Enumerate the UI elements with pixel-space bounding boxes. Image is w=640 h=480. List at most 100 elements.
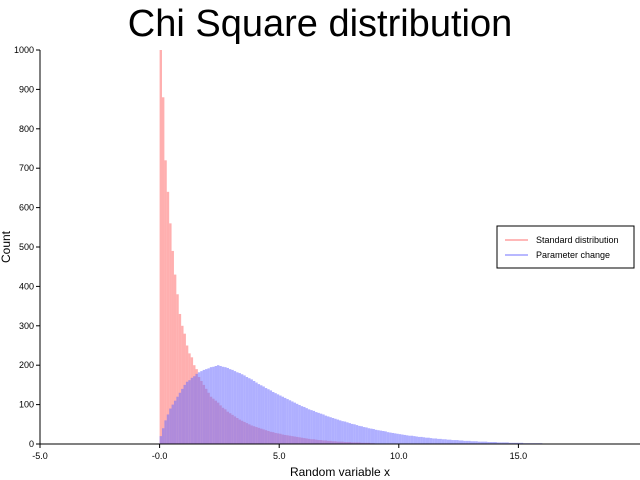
histogram-bar [173, 274, 177, 444]
histogram-bar [185, 381, 189, 444]
histogram-bar [374, 429, 378, 444]
histogram-bar [484, 441, 488, 444]
histogram-bar [207, 368, 210, 444]
histogram-bar [159, 50, 162, 444]
histogram-bar [331, 418, 335, 444]
y-tick-label: 700 [19, 163, 34, 173]
histogram-bar [506, 442, 509, 444]
histogram-bar [173, 400, 177, 444]
histogram-bar [516, 442, 519, 444]
histogram-bar [494, 442, 497, 444]
histogram-bar [214, 365, 218, 444]
histogram-bar [348, 423, 351, 444]
histogram-bar [453, 440, 457, 444]
histogram-bar [415, 436, 418, 444]
histogram-bar [202, 369, 206, 444]
histogram-bar [286, 399, 289, 444]
y-tick-label: 800 [19, 124, 34, 134]
histogram-bar [171, 250, 174, 444]
histogram-bar [315, 412, 318, 444]
histogram-bar [403, 434, 406, 444]
histogram-bar [475, 441, 478, 444]
histogram-bar [391, 432, 395, 444]
histogram-bar [298, 404, 301, 444]
histogram-bar [190, 377, 194, 444]
histogram-bar [164, 420, 167, 444]
histogram-bar [456, 440, 459, 444]
histogram-bar [520, 442, 524, 444]
histogram-bar [233, 371, 237, 444]
x-tick-label: 5.0 [273, 451, 286, 461]
histogram-bar [188, 380, 191, 444]
histogram-bar [336, 419, 339, 444]
histogram-bar [384, 431, 387, 444]
histogram-bar [429, 438, 433, 444]
histogram-bar [240, 374, 244, 444]
histogram-bar [171, 404, 174, 444]
histogram-bar [307, 409, 311, 444]
histogram-bar [339, 420, 342, 444]
y-tick-label: 1000 [14, 45, 34, 55]
histogram-bar [245, 377, 249, 444]
histogram-bar [362, 427, 366, 444]
legend: Standard distribution Parameter change [496, 225, 635, 269]
histogram-bar [401, 434, 404, 444]
histogram-bar [260, 385, 263, 444]
histogram-bar [358, 425, 361, 444]
histogram-bar [209, 367, 213, 444]
histogram-bar [252, 380, 256, 444]
histogram-bar [324, 415, 328, 444]
histogram-bar [295, 403, 299, 444]
histogram-bar [396, 433, 399, 444]
histogram-bar [444, 439, 447, 444]
histogram-bar [365, 427, 368, 444]
histogram-bar [319, 413, 323, 444]
histogram-bar [389, 432, 392, 444]
histogram-bar [405, 435, 409, 444]
histogram-bar [482, 441, 485, 444]
histogram-bar [398, 434, 402, 444]
chart-title: Chi Square distribution [128, 3, 512, 45]
histogram-bar [446, 439, 450, 444]
histogram-bar [422, 437, 426, 444]
x-tick-label: -5.0 [32, 451, 48, 461]
histogram-bar [487, 442, 490, 444]
histogram-bar [212, 366, 215, 444]
histogram-bar [470, 441, 473, 444]
histogram-bar [166, 191, 170, 444]
histogram-bar [219, 365, 222, 444]
histogram-bar [250, 379, 253, 444]
histogram-bar [283, 397, 287, 444]
histogram-bar [386, 432, 390, 444]
y-tick-label: 200 [19, 360, 34, 370]
histogram-bar [178, 392, 182, 444]
histogram-bar [341, 421, 344, 444]
histogram-bar [161, 428, 165, 444]
histogram-bar [408, 435, 411, 444]
histogram-bar [281, 396, 284, 444]
histogram-bar [217, 365, 220, 444]
histogram-bar [350, 423, 354, 444]
histogram-bar [504, 442, 507, 444]
histogram-bar [458, 440, 461, 444]
histogram-bar [317, 412, 320, 444]
histogram-bar [159, 436, 162, 444]
histogram-bar [425, 437, 428, 444]
histogram-bar [183, 384, 186, 444]
histogram-bar [243, 375, 246, 444]
histogram-bar [382, 431, 385, 444]
histogram-bar [161, 97, 165, 444]
histogram-bar [472, 441, 476, 444]
histogram-bar [169, 408, 172, 444]
histogram-bar [312, 410, 316, 444]
histogram-bar [272, 391, 275, 444]
histogram-bar [508, 442, 512, 444]
y-axis-ticks: 0 100 200 300 400 500 600 700 800 900 1000 [14, 45, 40, 449]
histogram-bar [460, 440, 464, 444]
histogram-bar [322, 414, 325, 444]
histogram-bar [228, 369, 232, 444]
histogram-bar [410, 435, 414, 444]
histogram-bar [238, 373, 241, 444]
histogram-bar [480, 441, 483, 444]
